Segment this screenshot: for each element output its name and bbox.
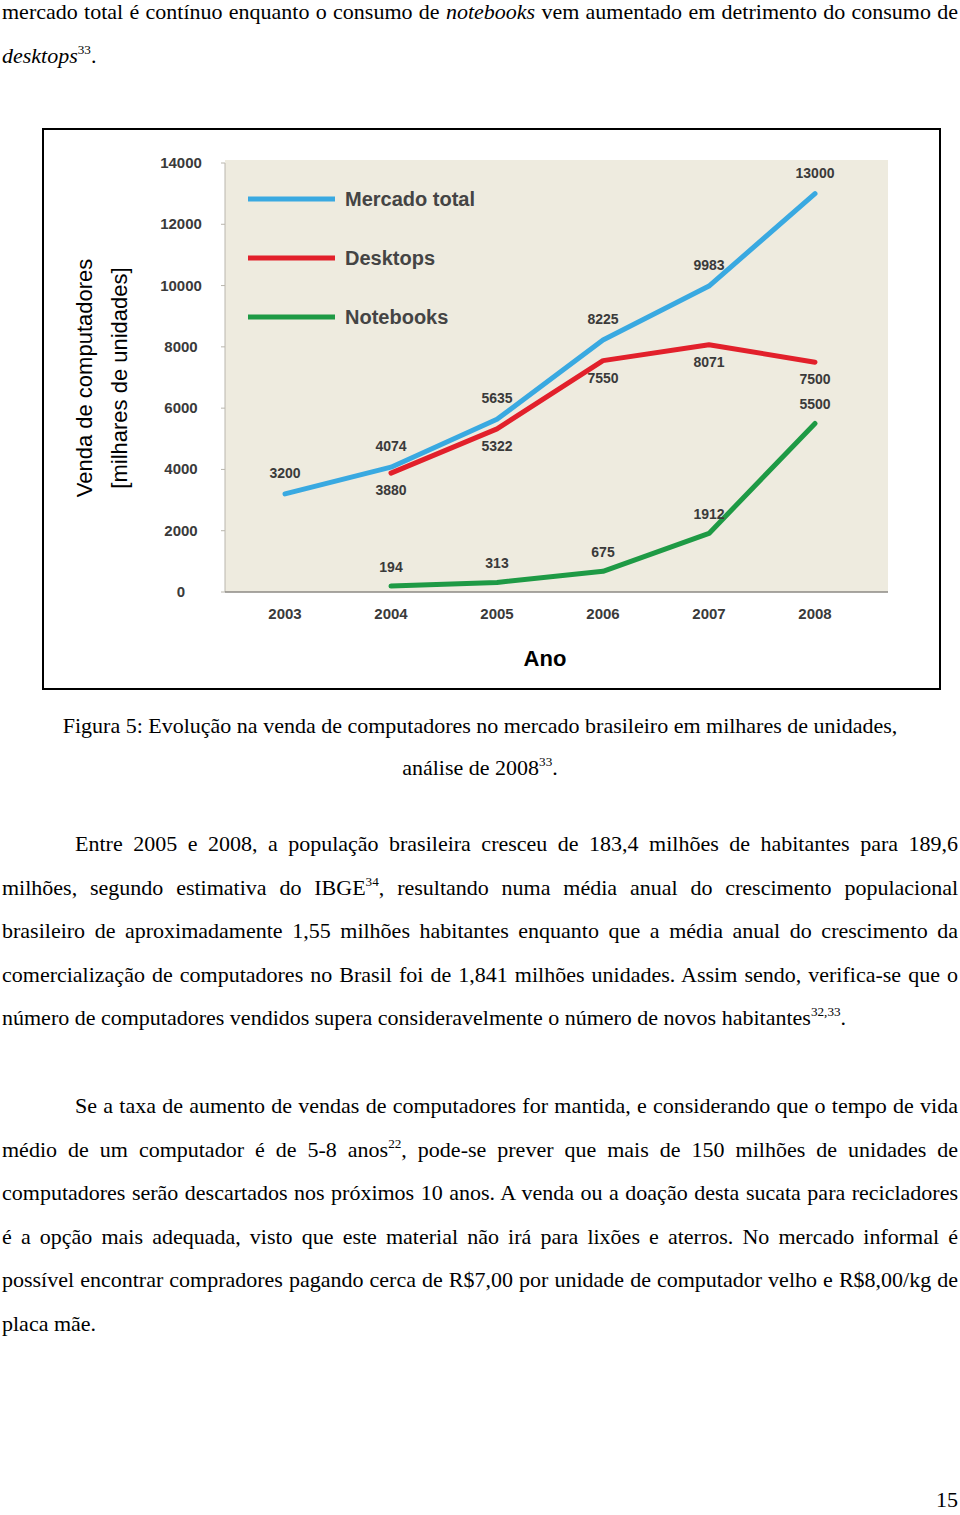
x-axis-line — [225, 591, 888, 593]
data-label: 9983 — [693, 257, 724, 273]
legend-label: Desktops — [345, 247, 435, 269]
text-run: . — [552, 755, 558, 780]
data-label: 4074 — [375, 438, 406, 454]
data-label: 5635 — [481, 390, 512, 406]
y-tick — [221, 285, 225, 286]
x-axis-title: Ano — [524, 646, 567, 671]
y-tick-label: 6000 — [164, 399, 197, 416]
text-run: . — [91, 43, 97, 68]
legend-label: Notebooks — [345, 306, 448, 328]
data-label: 1912 — [693, 506, 724, 522]
data-label: 8071 — [693, 354, 724, 370]
plot-background — [225, 160, 888, 592]
y-tick-label: 10000 — [160, 277, 202, 294]
y-tick — [221, 224, 225, 225]
text-run: mercado total é contínuo enquanto o cons… — [2, 0, 446, 24]
x-tick-label: 2008 — [798, 605, 831, 622]
citation: 34 — [366, 873, 379, 888]
y-axis-line — [225, 163, 226, 592]
x-tick-label: 2007 — [692, 605, 725, 622]
data-label: 13000 — [796, 165, 835, 181]
y-tick — [221, 408, 225, 409]
citation: 33 — [78, 41, 91, 56]
series-line — [285, 194, 815, 494]
data-label: 313 — [485, 555, 509, 571]
y-tick-label: 0 — [177, 583, 185, 600]
y-axis-title: [milhares de unidades] — [107, 267, 132, 488]
legend-swatch — [248, 315, 335, 320]
text-run: desktops — [2, 43, 78, 68]
data-label: 194 — [379, 559, 403, 575]
x-tick-label: 2006 — [586, 605, 619, 622]
y-tick — [221, 163, 225, 164]
text-run: . — [841, 1005, 847, 1030]
data-label: 7550 — [587, 370, 618, 386]
y-tick — [221, 346, 225, 347]
series-line — [391, 345, 815, 473]
citation: 22 — [388, 1135, 401, 1150]
data-label: 5500 — [799, 396, 830, 412]
data-label: 3200 — [269, 465, 300, 481]
text-run: vem aumentado em detrimento do consumo d… — [535, 0, 958, 24]
figure-caption: Figura 5: Evolução na venda de computado… — [40, 705, 920, 789]
y-tick-label: 4000 — [164, 460, 197, 477]
page-number: 15 — [936, 1486, 958, 1514]
citation: 32,33 — [811, 1004, 841, 1019]
data-label: 7500 — [799, 371, 830, 387]
y-tick-label: 12000 — [160, 215, 202, 232]
citation: 33 — [539, 754, 552, 769]
data-label: 8225 — [587, 311, 618, 327]
text-run: Figura 5: Evolução na venda de computado… — [63, 713, 898, 780]
y-tick-label: 8000 — [164, 338, 197, 355]
legend-label: Mercado total — [345, 188, 475, 210]
data-label: 5322 — [481, 438, 512, 454]
chart: 0 2000 4000 6000 8000 10000 12000 14000 2003 2004… — [0, 0, 960, 700]
text-run: , pode-se prever que mais de 150 milhões… — [2, 1137, 958, 1336]
x-tick-label: 2003 — [268, 605, 301, 622]
legend-swatch — [248, 256, 335, 261]
y-axis-title: Venda de computadores — [72, 259, 97, 498]
data-label: 3880 — [375, 482, 406, 498]
x-tick-label: 2005 — [480, 605, 513, 622]
legend-swatch — [248, 197, 335, 202]
x-tick-label: 2004 — [374, 605, 408, 622]
y-tick — [221, 530, 225, 531]
data-label: 675 — [591, 544, 615, 560]
series-line — [391, 423, 815, 586]
intro-text: mercado total é contínuo enquanto o cons… — [2, 0, 958, 77]
paragraph: Se a taxa de aumento de vendas de comput… — [2, 1084, 958, 1345]
y-tick-label: 2000 — [164, 522, 197, 539]
y-tick-label: 14000 — [160, 154, 202, 171]
y-tick — [221, 469, 225, 470]
text-run: notebooks — [446, 0, 535, 24]
y-tick — [221, 592, 225, 593]
paragraph: Entre 2005 e 2008, a população brasileir… — [2, 822, 958, 1040]
series-group — [285, 194, 815, 586]
